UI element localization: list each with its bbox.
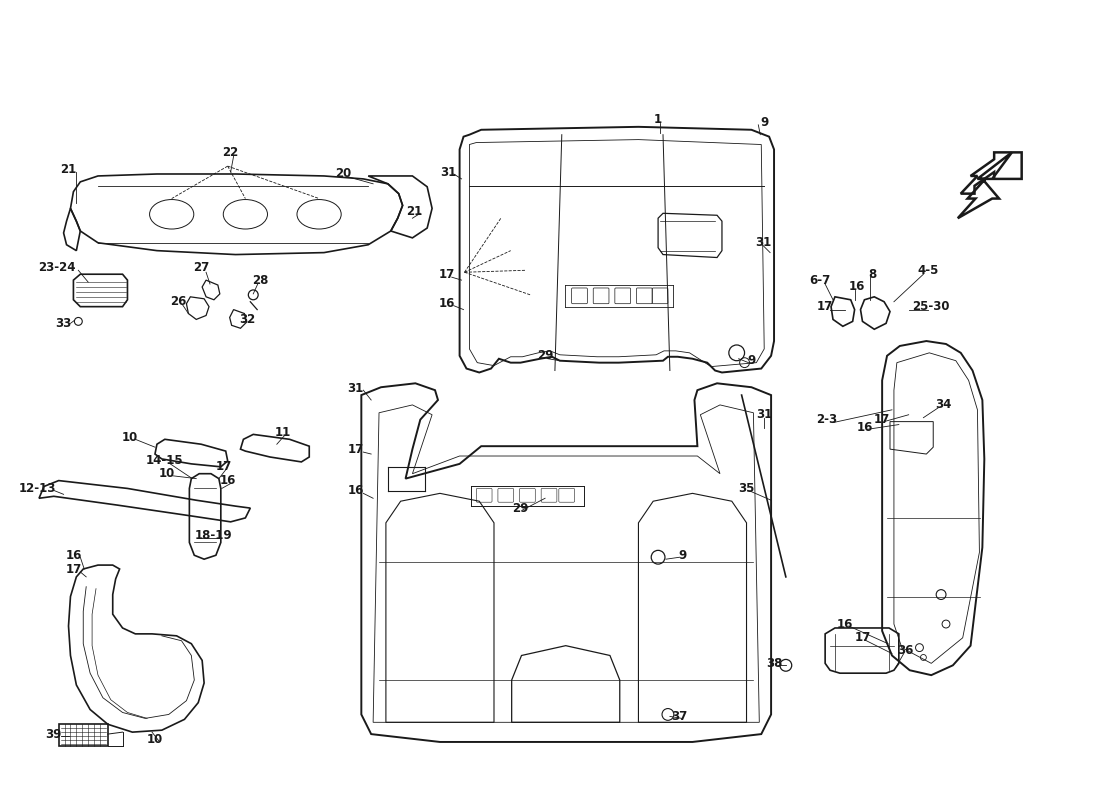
Text: 29: 29 xyxy=(537,350,553,362)
Text: 25-30: 25-30 xyxy=(913,300,950,313)
Text: 34: 34 xyxy=(935,398,952,411)
Text: 10: 10 xyxy=(121,431,138,444)
Text: 16: 16 xyxy=(837,618,852,630)
Text: 17: 17 xyxy=(216,460,232,474)
Text: 26: 26 xyxy=(170,295,187,308)
Text: 10: 10 xyxy=(147,733,163,746)
Text: 39: 39 xyxy=(45,727,62,741)
Text: 31: 31 xyxy=(441,166,456,178)
Text: 6-7: 6-7 xyxy=(810,274,830,286)
Text: 21: 21 xyxy=(60,162,77,175)
Text: 9: 9 xyxy=(679,549,686,562)
Text: 11: 11 xyxy=(275,426,290,439)
Text: 31: 31 xyxy=(348,382,364,394)
Text: 28: 28 xyxy=(252,274,268,286)
Text: 16: 16 xyxy=(220,474,235,487)
Text: 31: 31 xyxy=(756,408,772,422)
Text: 16: 16 xyxy=(348,484,364,497)
Text: 1: 1 xyxy=(654,114,662,126)
Text: 17: 17 xyxy=(348,442,364,456)
Text: 27: 27 xyxy=(192,261,209,274)
Text: 23-24: 23-24 xyxy=(39,261,76,274)
Text: 32: 32 xyxy=(239,313,255,326)
Text: 29: 29 xyxy=(513,502,529,514)
Text: 35: 35 xyxy=(738,482,755,495)
Text: 21: 21 xyxy=(406,205,422,218)
Text: 16: 16 xyxy=(856,421,872,434)
Text: 22: 22 xyxy=(222,146,239,159)
Text: 17: 17 xyxy=(817,300,834,313)
Text: 2-3: 2-3 xyxy=(816,413,838,426)
Text: 16: 16 xyxy=(65,549,81,562)
Text: 36: 36 xyxy=(898,644,914,657)
Text: 9: 9 xyxy=(747,354,756,367)
Text: 38: 38 xyxy=(766,657,782,670)
Text: 8: 8 xyxy=(868,268,877,281)
Text: 16: 16 xyxy=(439,298,455,310)
Text: 17: 17 xyxy=(874,413,890,426)
Text: 33: 33 xyxy=(55,317,72,330)
Text: 17: 17 xyxy=(439,268,455,281)
Text: 37: 37 xyxy=(672,710,688,723)
Text: 18-19: 18-19 xyxy=(195,529,233,542)
Text: 10: 10 xyxy=(158,467,175,480)
Text: 9: 9 xyxy=(760,116,768,130)
Text: 17: 17 xyxy=(65,562,81,575)
Text: 14-15: 14-15 xyxy=(146,454,184,467)
Text: 16: 16 xyxy=(848,281,865,294)
Text: 20: 20 xyxy=(336,167,352,181)
Text: 4-5: 4-5 xyxy=(917,264,939,277)
Text: 12-13: 12-13 xyxy=(19,482,56,495)
Text: 17: 17 xyxy=(855,631,870,644)
Text: 31: 31 xyxy=(755,236,771,250)
